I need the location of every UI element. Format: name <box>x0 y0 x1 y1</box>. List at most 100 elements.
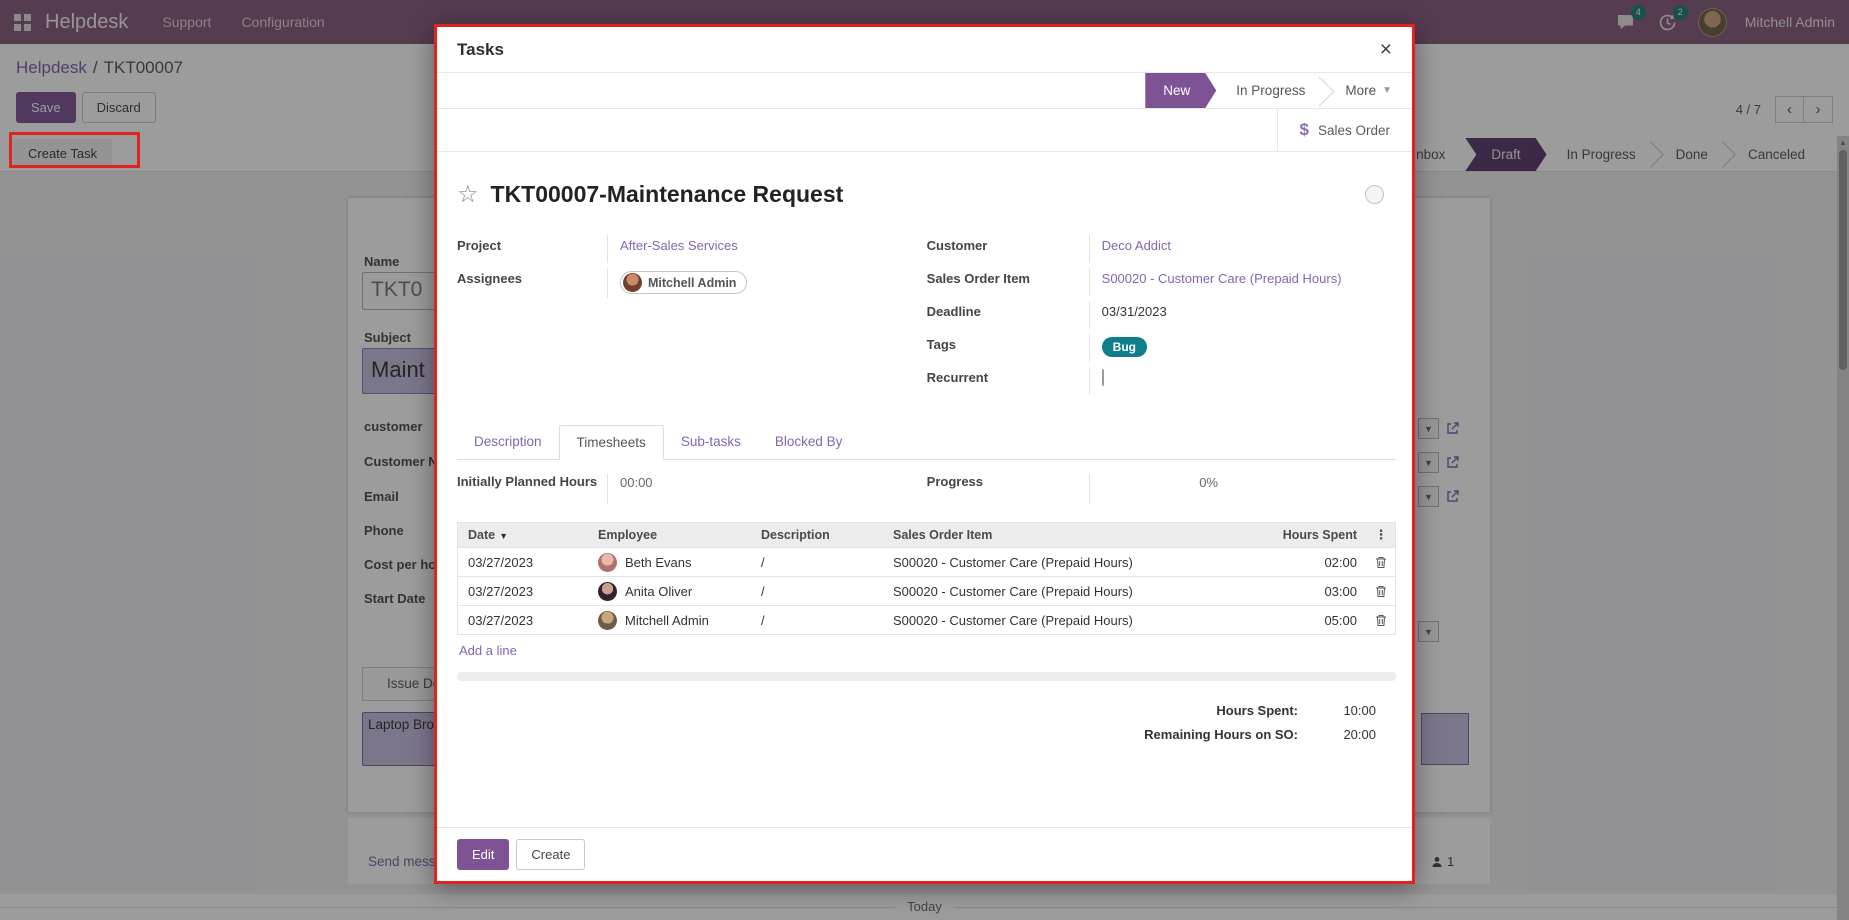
cell-so-item[interactable]: S00020 - Customer Care (Prepaid Hours) <box>893 612 1133 628</box>
cell-hours[interactable]: 05:00 <box>1324 612 1357 628</box>
stage-draft-active[interactable]: Draft <box>1465 138 1546 171</box>
menu-configuration[interactable]: Configuration <box>241 14 325 30</box>
col-employee[interactable]: Employee <box>598 528 658 542</box>
stage-in-progress[interactable]: In Progress <box>1547 138 1656 171</box>
cell-description[interactable]: / <box>761 612 765 628</box>
email-dropdown-caret[interactable]: ▼ <box>1418 486 1439 507</box>
tab-sub-tasks[interactable]: Sub-tasks <box>680 434 741 449</box>
recurrent-checkbox[interactable] <box>1101 369 1104 386</box>
messages-icon[interactable]: 4 <box>1614 5 1646 34</box>
col-description[interactable]: Description <box>761 528 830 542</box>
page-scrollbar[interactable]: ▲ <box>1837 136 1849 920</box>
breadcrumb-parent[interactable]: Helpdesk <box>16 58 87 77</box>
progress-value: 0% <box>1088 474 1396 504</box>
pager-next-button[interactable]: › <box>1804 96 1833 123</box>
stage-done[interactable]: Done <box>1656 138 1728 171</box>
customer-external-link-icon[interactable] <box>1446 421 1460 435</box>
sales-order-item-value-link[interactable]: S00020 - Customer Care (Prepaid Hours) <box>1101 271 1342 286</box>
remaining-hours-label: Remaining Hours on SO: <box>1144 727 1298 742</box>
project-value-link[interactable]: After-Sales Services <box>620 238 738 253</box>
field-deadline: Deadline 03/31/2023 <box>927 301 1396 334</box>
hours-spent-total-value: 10:00 <box>1343 703 1376 718</box>
cell-hours[interactable]: 02:00 <box>1324 554 1357 570</box>
tab-timesheets[interactable]: Timesheets <box>558 425 664 460</box>
assignees-label: Assignees <box>457 271 523 286</box>
table-horizontal-scrollbar[interactable] <box>457 672 1396 681</box>
assignee-name: Mitchell Admin <box>648 275 737 290</box>
create-task-button[interactable]: Create Task <box>13 139 113 168</box>
activities-icon[interactable]: 2 <box>1656 5 1688 34</box>
customer-name-dropdown-caret[interactable]: ▼ <box>1418 452 1439 473</box>
record-pager: 4 / 7 ‹ › <box>1736 96 1833 123</box>
customer-dropdown-caret[interactable]: ▼ <box>1418 418 1439 439</box>
team-dropdown-caret[interactable]: ▼ <box>1418 621 1439 642</box>
tab-description[interactable]: Description <box>474 434 542 449</box>
app-name-menu[interactable]: Helpdesk <box>45 10 129 33</box>
sales-order-smart-button[interactable]: $ Sales Order <box>1276 109 1413 151</box>
scrollbar-up-arrow[interactable]: ▲ <box>1839 138 1847 147</box>
pager-prev-button[interactable]: ‹ <box>1775 96 1804 123</box>
add-a-line-button[interactable]: Add a line <box>459 643 517 658</box>
cell-description[interactable]: / <box>761 583 765 599</box>
highlighted-text-region <box>1421 713 1469 765</box>
col-hours-spent[interactable]: Hours Spent <box>1282 528 1357 542</box>
phone-label: Phone <box>364 523 404 538</box>
timesheet-row[interactable]: 03/27/2023 Mitchell Admin / S00020 - Cus… <box>458 606 1395 635</box>
cell-employee[interactable]: Anita Oliver <box>625 583 693 599</box>
breadcrumb-separator: / <box>92 58 98 77</box>
tag-bug[interactable]: Bug <box>1101 337 1147 357</box>
scrollbar-thumb[interactable] <box>1839 150 1847 370</box>
field-progress: Progress 0% <box>927 474 1396 504</box>
customer-name-external-link-icon[interactable] <box>1446 455 1460 469</box>
edit-button[interactable]: Edit <box>457 839 510 870</box>
menu-support[interactable]: Support <box>162 14 212 30</box>
user-avatar[interactable] <box>1697 7 1727 37</box>
delete-row-icon[interactable] <box>1367 556 1395 569</box>
timesheet-row[interactable]: 03/27/2023 Anita Oliver / S00020 - Custo… <box>458 577 1395 606</box>
deadline-value: 03/31/2023 <box>1101 304 1167 319</box>
stage-canceled[interactable]: Canceled <box>1747 147 1805 162</box>
kanban-state-icon[interactable] <box>1365 185 1384 204</box>
timesheet-table: Date ▼ Employee Description Sales Order I… <box>457 522 1396 635</box>
delete-row-icon[interactable] <box>1367 614 1395 627</box>
customer-value-link[interactable]: Deco Addict <box>1101 238 1172 253</box>
close-icon[interactable]: × <box>1379 38 1392 61</box>
project-label: Project <box>457 238 502 253</box>
stage-inbox[interactable]: Inbox <box>1412 147 1446 162</box>
assignee-avatar <box>623 273 642 292</box>
col-sales-order-item[interactable]: Sales Order Item <box>893 528 993 542</box>
today-label: Today <box>895 899 954 914</box>
cell-hours[interactable]: 03:00 <box>1324 583 1357 599</box>
cell-employee[interactable]: Mitchell Admin <box>625 612 709 628</box>
delete-row-icon[interactable] <box>1367 585 1395 598</box>
followers-counter[interactable]: 1 <box>1431 854 1454 869</box>
timesheet-row[interactable]: 03/27/2023 Beth Evans / S00020 - Custome… <box>458 548 1395 577</box>
field-project: Project After-Sales Services <box>457 235 913 268</box>
cell-so-item[interactable]: S00020 - Customer Care (Prepaid Hours) <box>893 554 1133 570</box>
stage-more-dropdown[interactable]: More ▼ <box>1345 83 1392 98</box>
cell-date[interactable]: 03/27/2023 <box>468 583 534 599</box>
sales-order-item-label: Sales Order Item <box>926 271 1030 286</box>
col-date[interactable]: Date ▼ <box>468 528 509 542</box>
stage-in-progress[interactable]: In Progress <box>1216 73 1325 108</box>
cell-so-item[interactable]: S00020 - Customer Care (Prepaid Hours) <box>893 583 1133 599</box>
cell-description[interactable]: / <box>761 554 765 570</box>
deadline-label: Deadline <box>926 304 981 319</box>
notebook-tabs: Description Timesheets Sub-tasks Blocked… <box>457 424 1396 460</box>
email-external-link-icon[interactable] <box>1446 489 1460 503</box>
save-button[interactable]: Save <box>16 92 76 123</box>
create-button[interactable]: Create <box>516 839 586 870</box>
remaining-hours-value: 20:00 <box>1343 727 1376 742</box>
tab-blocked-by[interactable]: Blocked By <box>774 434 843 449</box>
cell-date[interactable]: 03/27/2023 <box>468 554 534 570</box>
optional-columns-icon[interactable]: ⋮ <box>1374 527 1388 542</box>
cell-date[interactable]: 03/27/2023 <box>468 612 534 628</box>
discard-button[interactable]: Discard <box>81 92 156 123</box>
send-message-button[interactable]: Send mess <box>368 854 436 869</box>
apps-menu-icon[interactable] <box>14 13 31 31</box>
stage-new-active[interactable]: New <box>1145 73 1216 108</box>
favorite-star-icon[interactable]: ☆ <box>457 181 479 208</box>
user-name[interactable]: Mitchell Admin <box>1744 14 1835 30</box>
assignee-tag[interactable]: Mitchell Admin <box>620 271 748 294</box>
cell-employee[interactable]: Beth Evans <box>625 554 692 570</box>
